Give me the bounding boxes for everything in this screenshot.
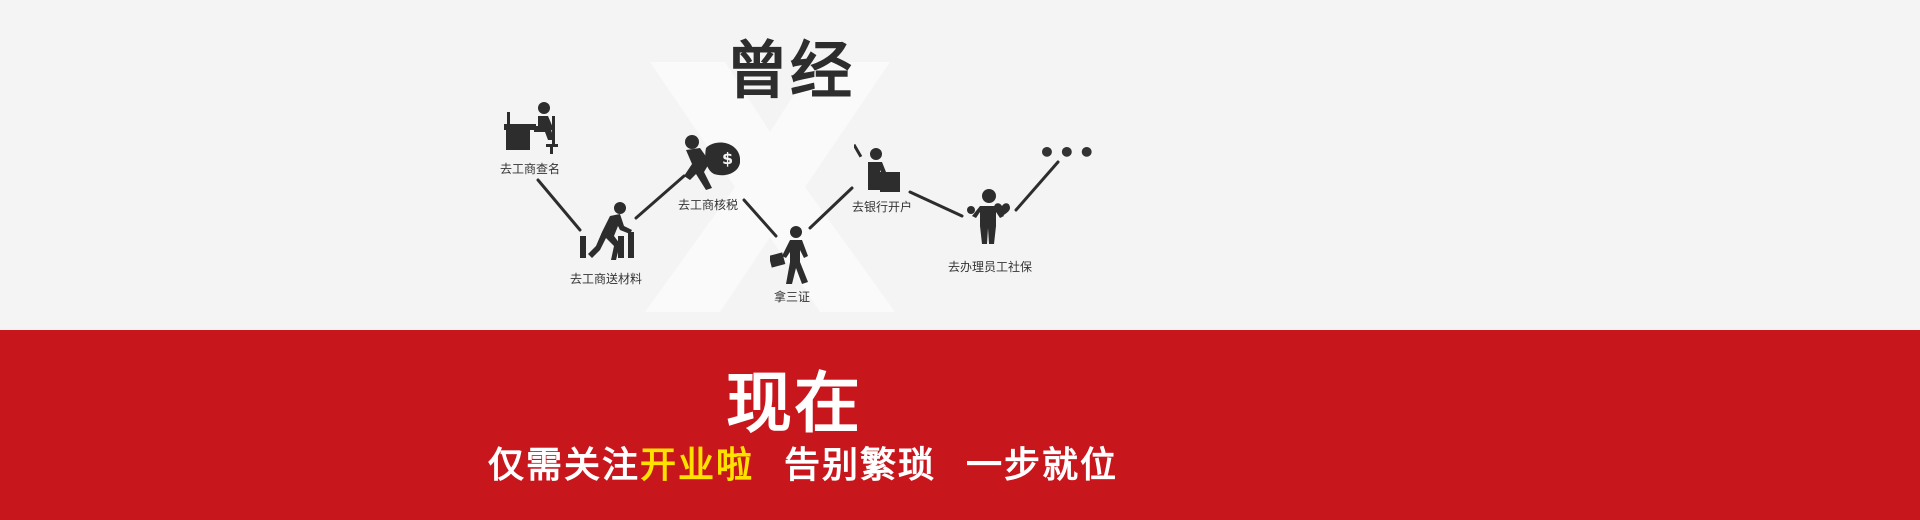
svg-text:$: $ <box>722 149 733 168</box>
money-bag-carrier-icon: $ <box>684 135 740 190</box>
walking-briefcase-icon <box>770 226 808 284</box>
slogan-part-one-step: 一步就位 <box>966 445 1119 486</box>
desk-office-icon <box>504 102 558 154</box>
slogan: 仅需关注开业啦 告别繁琐 一步就位 <box>488 436 1118 488</box>
process-connector-lines <box>536 160 1060 238</box>
now-title: 现在 <box>726 365 862 442</box>
step-label-social-insurance: 去办理员工社保 <box>947 260 1033 274</box>
step-label-get-certificates: 拿三证 <box>773 290 811 304</box>
more-steps-ellipsis: ••• <box>1038 136 1098 169</box>
slogan-part-focus: 仅需关注 <box>488 445 641 486</box>
bank-counter-icon <box>854 144 900 192</box>
slogan-brand-highlight: 开业啦 <box>640 445 755 486</box>
background-x-shape <box>645 62 895 312</box>
step-label-check-name: 去工商查名 <box>499 162 561 176</box>
worker-social-insurance-icon <box>967 189 1010 244</box>
now-section <box>0 330 1920 520</box>
step-label-tax-verify: 去工商核税 <box>677 198 739 212</box>
step-label-bank-account: 去银行开户 <box>851 200 913 214</box>
slogan-part-farewell: 告别繁琐 <box>784 445 937 486</box>
running-with-stairs-icon <box>580 202 634 260</box>
past-section <box>0 0 1920 330</box>
past-title: 曾经 <box>726 34 855 107</box>
step-label-submit-materials: 去工商送材料 <box>569 272 643 286</box>
